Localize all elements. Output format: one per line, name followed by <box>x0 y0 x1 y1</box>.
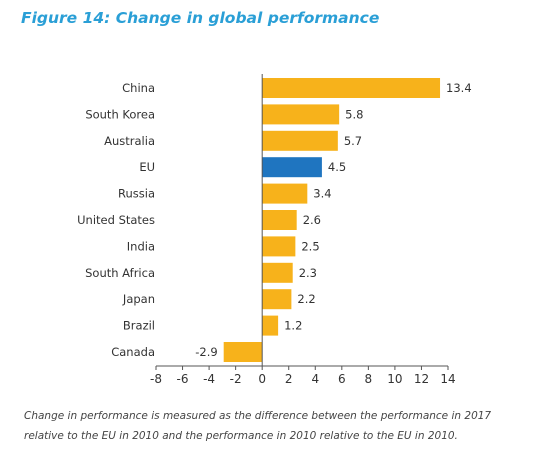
category-label-south-korea: South Korea <box>85 107 155 121</box>
value-label-united-states: 2.6 <box>303 213 321 227</box>
category-label-eu: EU <box>139 160 155 174</box>
value-label-russia: 3.4 <box>313 187 331 201</box>
bar-united-states <box>262 210 297 230</box>
value-labels-group: 13.4 5.8 5.7 4.5 3.4 2.6 2.5 2.3 2.2 1.2 -2.9 <box>195 81 471 359</box>
bar-australia <box>262 130 338 151</box>
value-label-india: 2.5 <box>301 239 319 253</box>
value-label-eu: 4.5 <box>328 160 346 174</box>
x-tick-label: 10 <box>387 372 402 386</box>
bar-china <box>262 78 441 98</box>
bar-japan <box>262 289 292 310</box>
value-label-canada: -2.9 <box>195 345 217 359</box>
x-tick-label: 2 <box>285 372 293 386</box>
bar-brazil <box>262 315 279 336</box>
x-tick-label: 8 <box>365 372 373 386</box>
x-tick-label: -8 <box>150 372 162 386</box>
value-label-china: 13.4 <box>446 81 472 95</box>
value-label-australia: 5.7 <box>344 134 362 148</box>
figure-caption: Change in performance is measured as the… <box>24 406 544 446</box>
bar-south-africa <box>262 262 293 283</box>
bar-chart: China South Korea Australia EU Russia United … <box>77 74 472 386</box>
category-label-united-states: United States <box>77 213 155 227</box>
bar-eu <box>262 157 322 178</box>
bar-south-korea <box>262 104 340 125</box>
x-tick-label: 4 <box>311 372 319 386</box>
x-tick-label: -4 <box>203 372 215 386</box>
x-tick-label: 0 <box>258 372 266 386</box>
x-tick-label: 12 <box>414 372 429 386</box>
category-label-south-africa: South Africa <box>85 266 155 280</box>
bar-india <box>262 236 296 257</box>
x-tick-label: -6 <box>177 372 189 386</box>
bars-group <box>223 78 441 362</box>
value-label-south-africa: 2.3 <box>299 266 317 280</box>
value-label-south-korea: 5.8 <box>345 107 363 121</box>
category-labels-group: China South Korea Australia EU Russia United … <box>77 81 155 359</box>
bar-canada <box>223 342 263 362</box>
category-label-canada: Canada <box>111 345 155 359</box>
x-tick-label: 14 <box>440 372 455 386</box>
value-label-brazil: 1.2 <box>284 319 302 333</box>
category-label-japan: Japan <box>122 292 155 306</box>
x-ticks-group: -8 -6 -4 -2 0 2 4 6 8 10 12 14 <box>150 366 456 386</box>
caption-line-2: relative to the EU in 2010 and the perfo… <box>24 430 458 442</box>
category-label-india: India <box>127 239 155 253</box>
bar-russia <box>262 183 308 204</box>
x-tick-label: -2 <box>230 372 242 386</box>
chart-title: Figure 14: Change in global performance <box>21 9 380 27</box>
category-label-russia: Russia <box>118 187 155 201</box>
value-label-japan: 2.2 <box>297 292 315 306</box>
caption-line-1: Change in performance is measured as the… <box>24 410 492 422</box>
x-tick-label: 6 <box>338 372 346 386</box>
category-label-brazil: Brazil <box>123 319 155 333</box>
category-label-australia: Australia <box>104 134 155 148</box>
category-label-china: China <box>122 81 155 95</box>
